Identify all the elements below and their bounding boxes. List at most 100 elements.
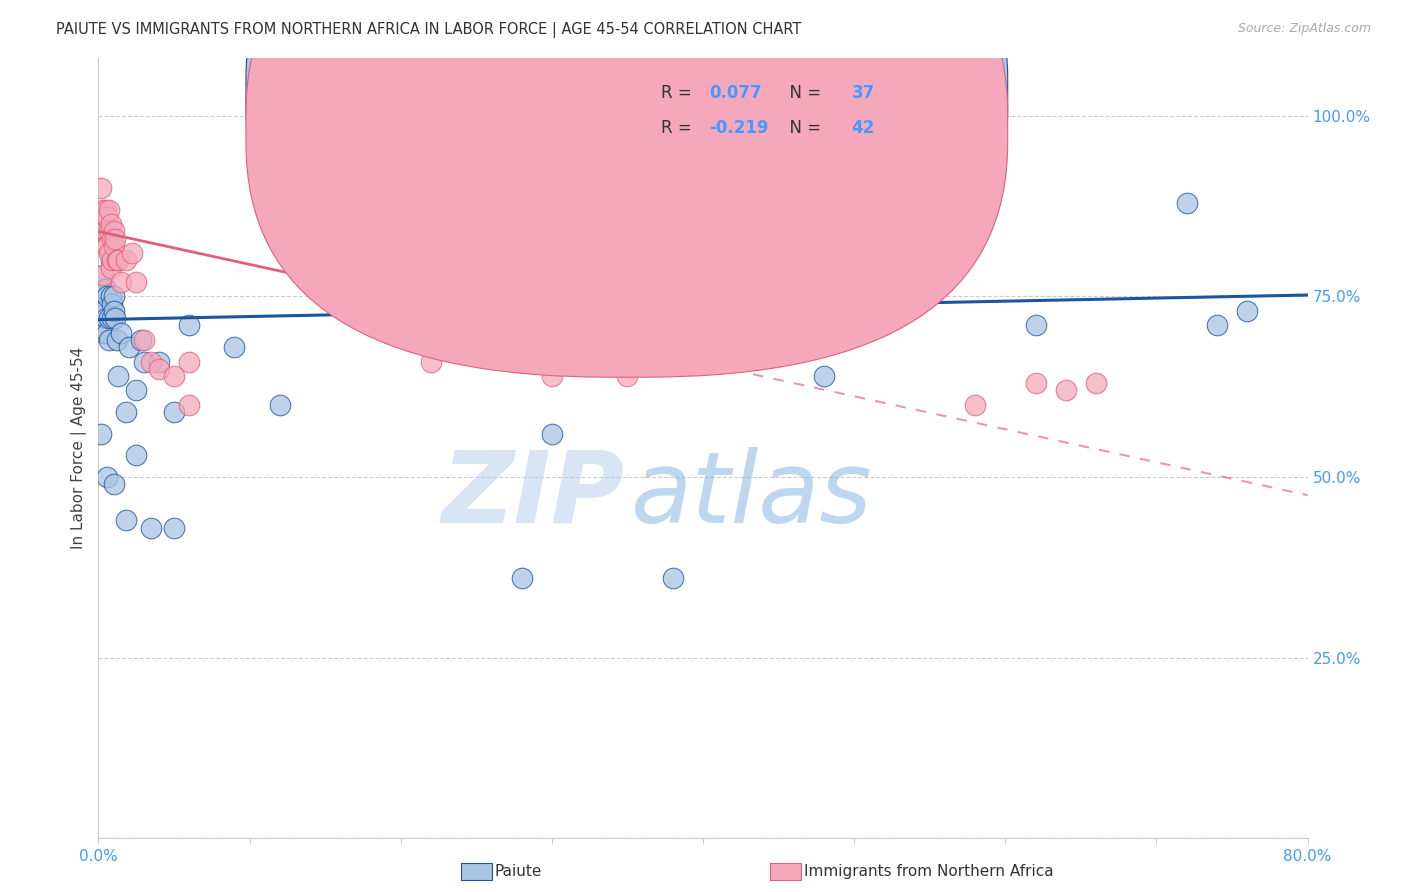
Point: [179, 354, 201, 368]
Text: ZIP: ZIP: [441, 447, 624, 543]
Point: [163, 405, 186, 419]
Point: [93, 210, 115, 224]
FancyBboxPatch shape: [246, 0, 1008, 342]
Point: [96, 210, 118, 224]
Point: [179, 398, 201, 412]
Point: [148, 354, 170, 368]
Point: [1024, 318, 1046, 333]
FancyBboxPatch shape: [246, 0, 1008, 377]
Point: [114, 514, 136, 528]
Text: N =: N =: [779, 120, 827, 137]
Point: [163, 521, 186, 535]
Point: [100, 289, 122, 303]
Point: [96, 289, 118, 303]
Point: [104, 311, 127, 326]
Point: [1054, 384, 1077, 398]
Point: [100, 217, 122, 231]
Point: [118, 340, 141, 354]
Point: [510, 571, 533, 585]
Point: [90, 181, 112, 195]
Point: [91, 202, 114, 217]
Point: [96, 470, 118, 484]
Point: [132, 354, 155, 368]
Point: [114, 405, 136, 419]
Point: [98, 333, 121, 347]
Point: [163, 368, 186, 383]
Text: 0.077: 0.077: [709, 84, 762, 102]
Text: Immigrants from Northern Africa: Immigrants from Northern Africa: [804, 864, 1054, 879]
Point: [129, 333, 152, 347]
Text: Paiute: Paiute: [495, 864, 543, 879]
Text: R =: R =: [661, 84, 697, 102]
Point: [103, 289, 125, 303]
Point: [132, 333, 155, 347]
Point: [813, 368, 835, 383]
Point: [93, 326, 115, 340]
Point: [1175, 195, 1198, 210]
Point: [104, 232, 127, 246]
Point: [91, 268, 114, 282]
Point: [94, 224, 117, 238]
Point: [141, 521, 163, 535]
Point: [94, 311, 117, 326]
Point: [616, 368, 638, 383]
Point: [93, 224, 115, 238]
Point: [141, 354, 163, 368]
Point: [90, 289, 112, 303]
Point: [965, 398, 987, 412]
Point: [98, 246, 121, 260]
Point: [98, 202, 121, 217]
Point: [110, 275, 132, 289]
Point: [93, 282, 115, 296]
Point: [269, 398, 291, 412]
Point: [91, 268, 114, 282]
Point: [96, 239, 118, 253]
Point: [91, 304, 114, 318]
Point: [96, 326, 118, 340]
Point: [100, 253, 122, 268]
Text: -0.219: -0.219: [709, 120, 769, 137]
Point: [101, 232, 124, 246]
Point: [90, 217, 112, 231]
Point: [100, 260, 122, 275]
Text: Source: ZipAtlas.com: Source: ZipAtlas.com: [1237, 22, 1371, 36]
Point: [1024, 376, 1046, 391]
FancyBboxPatch shape: [582, 62, 969, 163]
Point: [105, 253, 128, 268]
Point: [114, 253, 136, 268]
Point: [179, 318, 201, 333]
Text: PAIUTE VS IMMIGRANTS FROM NORTHERN AFRICA IN LABOR FORCE | AGE 45-54 CORRELATION: PAIUTE VS IMMIGRANTS FROM NORTHERN AFRIC…: [56, 22, 801, 38]
Point: [224, 340, 246, 354]
Point: [107, 253, 129, 268]
Text: R =: R =: [661, 120, 697, 137]
Point: [420, 354, 443, 368]
Point: [103, 477, 125, 491]
Point: [105, 333, 128, 347]
Point: [103, 224, 125, 238]
Point: [389, 137, 412, 152]
Point: [101, 253, 124, 268]
Point: [1085, 376, 1108, 391]
Text: 42: 42: [852, 120, 875, 137]
Point: [121, 246, 143, 260]
Point: [661, 571, 683, 585]
Point: [1236, 304, 1258, 318]
Text: N =: N =: [779, 84, 827, 102]
Point: [98, 224, 121, 238]
Point: [540, 426, 562, 441]
Point: [1206, 318, 1229, 333]
Point: [148, 361, 170, 376]
Point: [125, 275, 148, 289]
Point: [91, 224, 114, 238]
Text: atlas: atlas: [630, 447, 872, 543]
Point: [94, 202, 117, 217]
Point: [125, 449, 148, 463]
Point: [101, 311, 124, 326]
Point: [94, 239, 117, 253]
Point: [540, 368, 562, 383]
Point: [103, 304, 125, 318]
Text: 37: 37: [852, 84, 875, 102]
Point: [90, 426, 112, 441]
Y-axis label: In Labor Force | Age 45-54: In Labor Force | Age 45-54: [72, 347, 87, 549]
Point: [103, 239, 125, 253]
